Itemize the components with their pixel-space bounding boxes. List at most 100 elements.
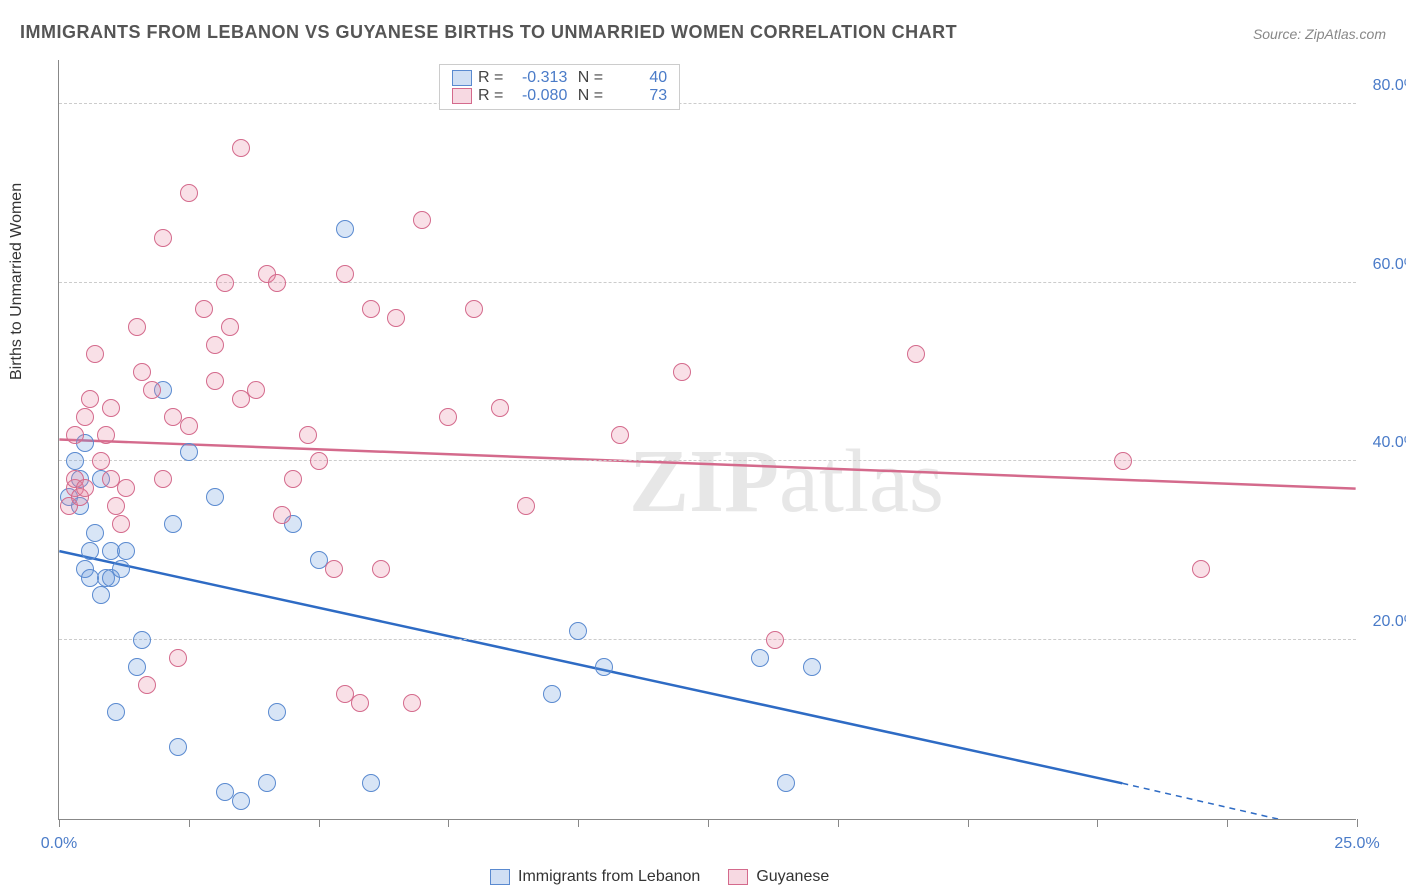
scatter-point-guyanese <box>284 470 302 488</box>
x-tick <box>968 819 969 827</box>
r-value-guyanese: -0.080 <box>509 87 567 105</box>
scatter-point-lebanon <box>206 488 224 506</box>
scatter-point-guyanese <box>86 345 104 363</box>
scatter-point-guyanese <box>138 676 156 694</box>
scatter-point-guyanese <box>206 372 224 390</box>
y-tick-label: 60.0% <box>1373 256 1406 274</box>
scatter-point-lebanon <box>595 658 613 676</box>
scatter-point-lebanon <box>336 220 354 238</box>
scatter-point-lebanon <box>164 515 182 533</box>
gridline <box>59 460 1356 461</box>
scatter-point-guyanese <box>372 560 390 578</box>
y-axis-label: Births to Unmarried Women <box>8 183 26 380</box>
scatter-point-guyanese <box>766 631 784 649</box>
scatter-point-lebanon <box>169 738 187 756</box>
scatter-point-guyanese <box>76 479 94 497</box>
gridline <box>59 282 1356 283</box>
scatter-point-lebanon <box>569 622 587 640</box>
scatter-point-guyanese <box>387 309 405 327</box>
x-tick <box>1097 819 1098 827</box>
scatter-point-guyanese <box>362 300 380 318</box>
legend-bottom: Immigrants from Lebanon Guyanese <box>490 868 829 886</box>
scatter-point-guyanese <box>221 318 239 336</box>
scatter-point-lebanon <box>81 542 99 560</box>
legend-stats: R = -0.313 N = 40 R = -0.080 N = 73 <box>439 64 680 110</box>
scatter-point-lebanon <box>112 560 130 578</box>
scatter-point-guyanese <box>299 426 317 444</box>
legend-label-guyanese: Guyanese <box>756 868 829 886</box>
scatter-point-guyanese <box>133 363 151 381</box>
x-tick <box>189 819 190 827</box>
scatter-point-guyanese <box>273 506 291 524</box>
scatter-point-guyanese <box>465 300 483 318</box>
x-tick-label: 25.0% <box>1334 835 1379 853</box>
scatter-point-guyanese <box>66 426 84 444</box>
scatter-point-guyanese <box>154 470 172 488</box>
scatter-point-guyanese <box>154 229 172 247</box>
scatter-point-lebanon <box>268 703 286 721</box>
scatter-point-guyanese <box>439 408 457 426</box>
legend-label-lebanon: Immigrants from Lebanon <box>518 868 700 886</box>
scatter-point-guyanese <box>310 452 328 470</box>
scatter-point-lebanon <box>362 774 380 792</box>
n-label: N = <box>573 87 603 105</box>
scatter-point-guyanese <box>195 300 213 318</box>
r-label: R = <box>478 69 503 87</box>
x-tick <box>838 819 839 827</box>
chart-title: IMMIGRANTS FROM LEBANON VS GUYANESE BIRT… <box>20 22 957 43</box>
scatter-point-guyanese <box>169 649 187 667</box>
n-label: N = <box>573 69 603 87</box>
scatter-point-guyanese <box>351 694 369 712</box>
scatter-point-lebanon <box>86 524 104 542</box>
scatter-point-guyanese <box>81 390 99 408</box>
scatter-point-guyanese <box>180 184 198 202</box>
scatter-point-guyanese <box>413 211 431 229</box>
r-label: R = <box>478 87 503 105</box>
legend-row-lebanon: R = -0.313 N = 40 <box>452 69 667 87</box>
y-tick-label: 80.0% <box>1373 77 1406 95</box>
scatter-point-lebanon <box>232 792 250 810</box>
legend-row-guyanese: R = -0.080 N = 73 <box>452 87 667 105</box>
gridline <box>59 639 1356 640</box>
scatter-point-guyanese <box>76 408 94 426</box>
legend-item-guyanese: Guyanese <box>728 868 829 886</box>
scatter-point-guyanese <box>112 515 130 533</box>
scatter-point-lebanon <box>751 649 769 667</box>
scatter-point-lebanon <box>66 452 84 470</box>
y-tick-label: 20.0% <box>1373 613 1406 631</box>
scatter-point-guyanese <box>673 363 691 381</box>
swatch-pink-icon <box>728 869 748 885</box>
scatter-point-guyanese <box>216 274 234 292</box>
scatter-point-lebanon <box>777 774 795 792</box>
y-tick-label: 40.0% <box>1373 434 1406 452</box>
scatter-point-guyanese <box>517 497 535 515</box>
plot-area: ZIPatlas R = -0.313 N = 40 R = -0.080 N … <box>58 60 1356 820</box>
scatter-point-guyanese <box>128 318 146 336</box>
scatter-point-guyanese <box>1192 560 1210 578</box>
scatter-point-guyanese <box>92 452 110 470</box>
scatter-point-lebanon <box>543 685 561 703</box>
scatter-point-lebanon <box>92 586 110 604</box>
scatter-point-lebanon <box>128 658 146 676</box>
scatter-point-guyanese <box>232 139 250 157</box>
scatter-point-guyanese <box>180 417 198 435</box>
scatter-point-lebanon <box>803 658 821 676</box>
scatter-point-guyanese <box>107 497 125 515</box>
scatter-point-lebanon <box>133 631 151 649</box>
scatter-point-lebanon <box>180 443 198 461</box>
x-tick-label: 0.0% <box>41 835 77 853</box>
r-value-lebanon: -0.313 <box>509 69 567 87</box>
x-tick <box>578 819 579 827</box>
scatter-point-guyanese <box>1114 452 1132 470</box>
scatter-point-guyanese <box>325 560 343 578</box>
x-tick <box>708 819 709 827</box>
scatter-point-guyanese <box>247 381 265 399</box>
scatter-point-guyanese <box>336 265 354 283</box>
scatter-point-guyanese <box>143 381 161 399</box>
scatter-point-lebanon <box>107 703 125 721</box>
scatter-point-lebanon <box>117 542 135 560</box>
x-tick <box>448 819 449 827</box>
gridline <box>59 103 1356 104</box>
swatch-blue-icon <box>452 70 472 86</box>
trend-line-dash-lebanon <box>1122 783 1355 819</box>
